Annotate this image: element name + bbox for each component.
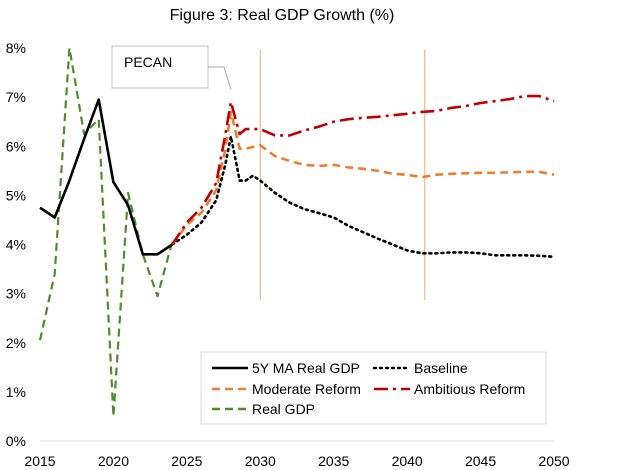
- x-tick-label: 2015: [24, 453, 55, 469]
- x-axis: 2015 2020 2025 2030 2035 2040 2045 2050: [24, 440, 570, 469]
- legend-label-5y-ma-real-gdp: 5Y MA Real GDP: [252, 360, 360, 376]
- series-line-real-gdp: [38, 46, 174, 418]
- legend-box: [200, 351, 547, 425]
- y-tick-label: 3%: [6, 286, 26, 302]
- y-tick-label: 2%: [6, 335, 26, 351]
- y-tick-label: 8%: [6, 40, 26, 56]
- series-line-5y-ma-real-gdp: [39, 98, 173, 256]
- legend-label-baseline: Baseline: [414, 360, 468, 376]
- y-tick-label: 1%: [6, 384, 26, 400]
- legend: 5Y MA Real GDP Baseline Moderate Reform Amb…: [200, 351, 547, 425]
- legend-label-real-gdp: Real GDP: [252, 401, 315, 417]
- x-tick-label: 2045: [465, 453, 496, 469]
- y-tick-label: 4%: [6, 237, 26, 253]
- y-tick-label: 5%: [6, 187, 26, 203]
- x-tick-label: 2025: [171, 453, 202, 469]
- chart-title: Figure 3: Real GDP Growth (%): [170, 7, 395, 24]
- pecan-callout: PECAN: [111, 45, 232, 90]
- y-tick-label: 7%: [6, 89, 26, 105]
- x-tick-label: 2050: [538, 453, 569, 469]
- callout-leader-line: [208, 66, 232, 90]
- legend-label-ambitious-reform: Ambitious Reform: [414, 381, 525, 397]
- y-axis: 0% 1% 2% 3% 4% 5% 6% 7% 8%: [6, 40, 26, 449]
- series-line-moderate-reform: [171, 110, 555, 246]
- legend-label-moderate-reform: Moderate Reform: [252, 381, 361, 397]
- x-tick-label: 2030: [245, 453, 276, 469]
- x-tick-label: 2035: [318, 453, 349, 469]
- series-lines: [38, 46, 556, 418]
- vertical-markers: [259, 50, 426, 300]
- x-tick-label: 2040: [392, 453, 423, 469]
- series-line-ambitious-reform: [171, 94, 555, 246]
- y-tick-label: 6%: [6, 138, 26, 154]
- x-tick-label: 2020: [98, 453, 129, 469]
- callout-label: PECAN: [124, 54, 172, 70]
- series-line-baseline: [170, 135, 556, 259]
- y-tick-label: 0%: [6, 433, 26, 449]
